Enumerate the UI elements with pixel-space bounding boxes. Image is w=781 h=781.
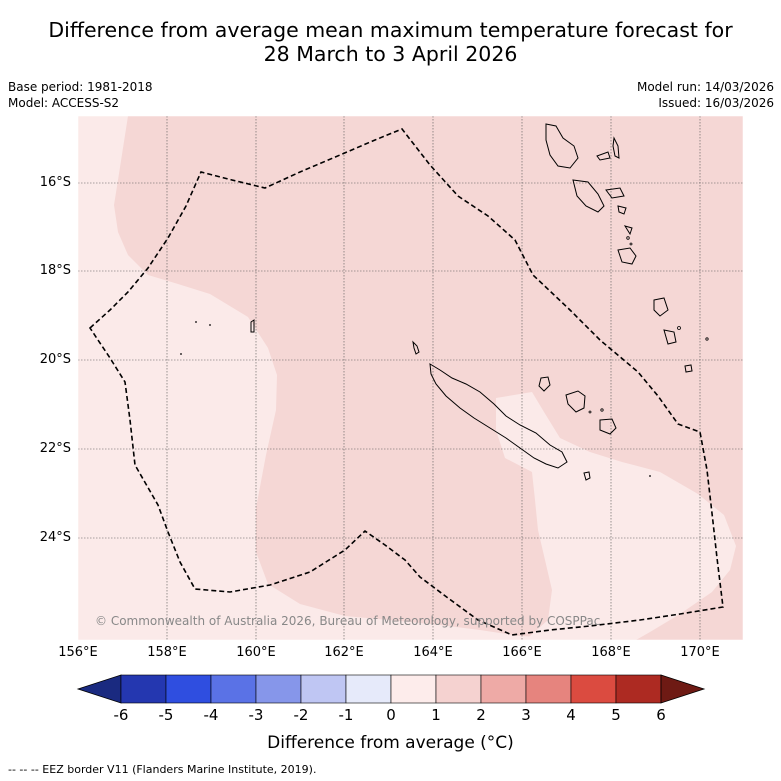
lat-label-24s: 24°S <box>39 530 71 545</box>
ambrym-island <box>605 187 625 199</box>
title-line-2: 28 March to 3 April 2026 <box>263 42 518 66</box>
shepherd-islands <box>623 225 633 236</box>
mataso-islet <box>629 242 633 246</box>
colorbar-tick: 5 <box>611 706 621 724</box>
colorbar-tick: 2 <box>476 706 486 724</box>
emae-islet <box>626 236 630 240</box>
lon-label-160e: 160°E <box>236 645 276 660</box>
reef-islet-1 <box>195 321 197 323</box>
lon-label-156e: 156°E <box>58 645 98 660</box>
colorbar-cell-1-2 <box>435 674 482 704</box>
colorbar-title: Difference from average (°C) <box>267 733 514 753</box>
map-frame <box>77 115 744 641</box>
colorbar-tick: -1 <box>338 706 354 724</box>
colorbar-cell-neg6-neg5 <box>120 674 167 704</box>
reef-islet-2 <box>209 324 211 326</box>
walpole-islet <box>649 475 651 477</box>
copyright-notice: © Commonwealth of Australia 2026, Bureau… <box>95 614 601 628</box>
colorbar-tick: -4 <box>203 706 219 724</box>
tanna-island <box>663 329 677 345</box>
colorbar-cell-5-6 <box>615 674 662 704</box>
eez-border <box>88 128 724 636</box>
colorbar-cell-0-1 <box>390 674 437 704</box>
aniwa-islet <box>677 326 681 330</box>
mare-island <box>599 418 617 435</box>
eez-footnote: -- -- -- EEZ border V11 (Flanders Marine… <box>8 763 317 776</box>
colorbar-tick: -5 <box>158 706 174 724</box>
reef-islet-3 <box>180 353 182 355</box>
maewo-pentecost-island <box>612 136 620 159</box>
colorbar-tick: 3 <box>521 706 531 724</box>
colorbar-cell-neg1-0 <box>345 674 392 704</box>
colorbar-tick: 4 <box>566 706 576 724</box>
lat-label-18s: 18°S <box>39 263 71 278</box>
colorbar-cell-4-5 <box>570 674 617 704</box>
aneityum-island <box>684 364 693 373</box>
colorbar-extend-high <box>660 674 706 704</box>
colorbar-tick: 6 <box>656 706 666 724</box>
title-line-1: Difference from average mean maximum tem… <box>48 18 733 42</box>
loyalty-islet <box>588 410 592 414</box>
colorbar-cell-neg2-neg1 <box>300 674 347 704</box>
colorbar-cell-neg4-neg3 <box>210 674 257 704</box>
futuna-islet <box>705 337 709 341</box>
lon-label-168e: 168°E <box>591 645 631 660</box>
colorbar-tick: -2 <box>293 706 309 724</box>
colorbar-tick: -3 <box>248 706 264 724</box>
colorbar-tick: 0 <box>386 706 396 724</box>
colorbar-cell-neg3-neg2 <box>255 674 302 704</box>
model-run: Model run: 14/03/2026 <box>636 80 774 94</box>
lat-label-16s: 16°S <box>39 175 71 190</box>
meta-left: Base period: 1981-2018 Model: ACCESS-S2 <box>8 79 153 111</box>
colorbar-cell-neg5-neg4 <box>165 674 212 704</box>
belep-islands <box>412 340 420 355</box>
ambae-island <box>596 151 611 161</box>
colorbar-cell-3-4 <box>525 674 572 704</box>
espiritu-santo-island <box>545 123 579 169</box>
malakula-island <box>572 179 605 213</box>
lat-label-20s: 20°S <box>39 352 71 367</box>
model-name: Model: ACCESS-S2 <box>8 96 120 110</box>
lon-label-162e: 162°E <box>324 645 364 660</box>
colorbar-tick: -6 <box>113 706 129 724</box>
graticule <box>78 116 743 640</box>
colorbar <box>76 674 706 704</box>
epi-island <box>617 205 627 215</box>
erromango-island <box>653 297 669 317</box>
lifou-island <box>565 390 586 413</box>
map-panel <box>78 116 743 640</box>
lon-label-164e: 164°E <box>413 645 453 660</box>
isle-of-pines <box>583 471 591 481</box>
efate-island <box>617 247 637 265</box>
issued-date: Issued: 16/03/2026 <box>658 96 774 110</box>
ouvea-island <box>538 376 551 392</box>
anomaly-band-0-1-southeast <box>496 392 736 640</box>
tiga-islet <box>600 408 604 412</box>
base-period: Base period: 1981-2018 <box>8 80 153 94</box>
new-caledonia-mainland <box>429 363 568 469</box>
lon-label-170e: 170°E <box>680 645 720 660</box>
lon-label-166e: 166°E <box>502 645 542 660</box>
lon-label-158e: 158°E <box>147 645 187 660</box>
chesterfield-islet <box>250 319 255 333</box>
colorbar-tick: 1 <box>431 706 441 724</box>
anomaly-band-0-1-west <box>78 116 590 640</box>
colorbar-extend-low <box>76 674 122 704</box>
meta-right: Model run: 14/03/2026 Issued: 16/03/2026 <box>637 79 774 111</box>
colorbar-cell-2-3 <box>480 674 527 704</box>
lat-label-22s: 22°S <box>39 441 71 456</box>
chart-title: Difference from average mean maximum tem… <box>0 18 781 66</box>
